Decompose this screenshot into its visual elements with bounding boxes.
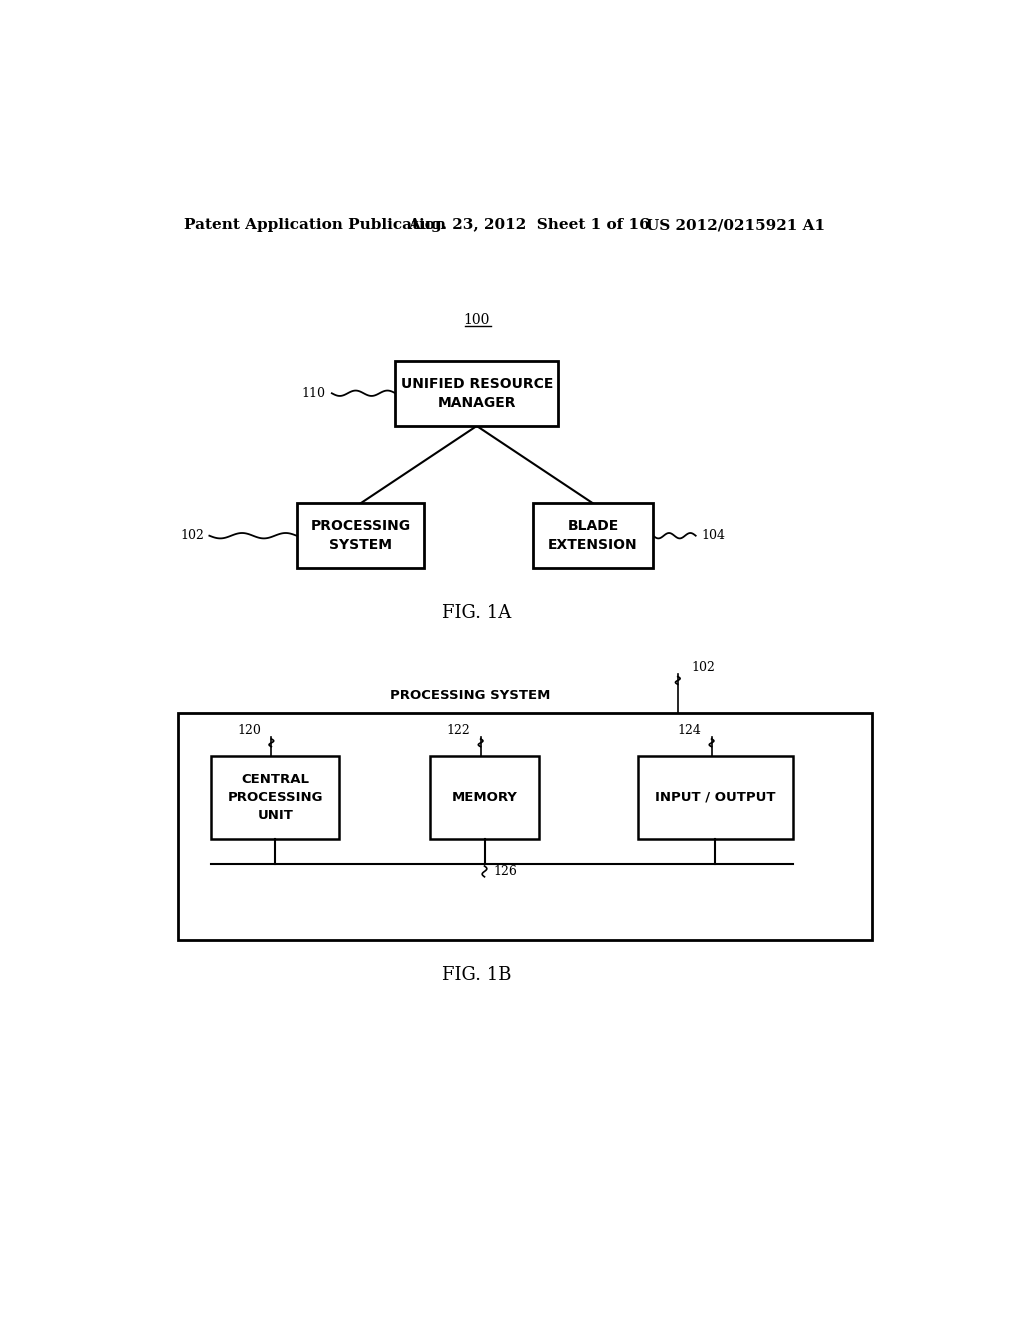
Text: 102: 102	[181, 529, 205, 543]
Bar	[211, 756, 339, 840]
Bar	[178, 713, 872, 940]
Text: 110: 110	[302, 387, 326, 400]
Text: BLADE
EXTENSION: BLADE EXTENSION	[548, 519, 638, 553]
Text: FIG. 1B: FIG. 1B	[442, 966, 512, 983]
Text: PROCESSING
SYSTEM: PROCESSING SYSTEM	[310, 519, 411, 553]
Text: 120: 120	[238, 723, 261, 737]
Text: 102: 102	[692, 661, 716, 675]
Bar	[430, 756, 539, 840]
Text: Patent Application Publication: Patent Application Publication	[183, 218, 445, 232]
Text: MEMORY: MEMORY	[452, 791, 517, 804]
Text: 100: 100	[464, 313, 489, 327]
Text: FIG. 1A: FIG. 1A	[442, 603, 511, 622]
Text: 124: 124	[678, 723, 701, 737]
Bar	[638, 756, 793, 840]
Text: US 2012/0215921 A1: US 2012/0215921 A1	[646, 218, 824, 232]
Text: UNIFIED RESOURCE
MANAGER: UNIFIED RESOURCE MANAGER	[400, 376, 553, 411]
Bar	[395, 360, 558, 426]
Text: INPUT / OUTPUT: INPUT / OUTPUT	[655, 791, 776, 804]
Text: 104: 104	[701, 529, 726, 543]
Text: CENTRAL
PROCESSING
UNIT: CENTRAL PROCESSING UNIT	[227, 774, 323, 822]
Text: 122: 122	[446, 723, 471, 737]
Text: PROCESSING SYSTEM: PROCESSING SYSTEM	[389, 689, 550, 702]
Bar	[297, 503, 424, 569]
Text: 126: 126	[494, 865, 518, 878]
Bar	[532, 503, 653, 569]
Text: Aug. 23, 2012  Sheet 1 of 16: Aug. 23, 2012 Sheet 1 of 16	[409, 218, 650, 232]
